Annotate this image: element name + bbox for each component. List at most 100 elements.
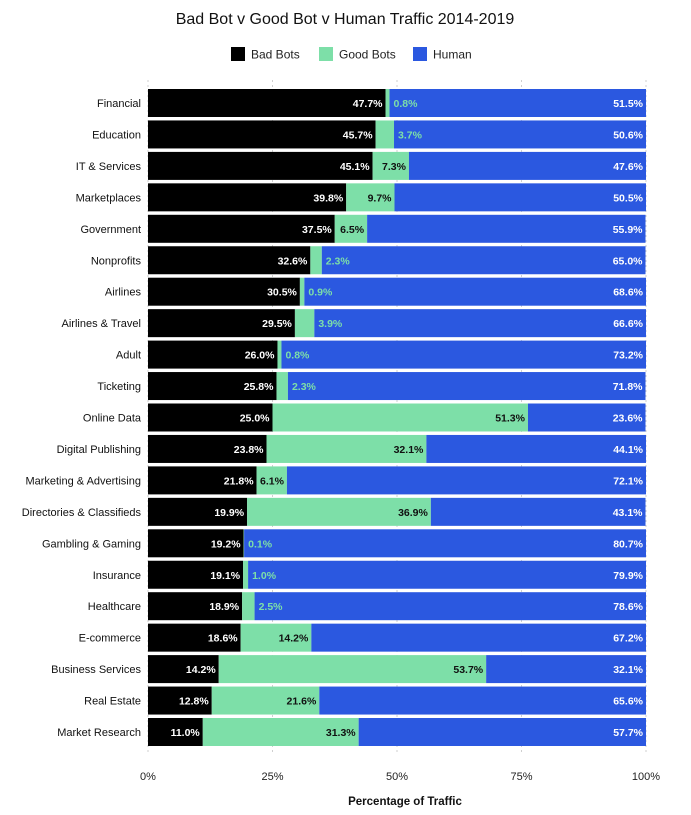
x-tick-label-1: 25% <box>261 771 283 783</box>
bar-8-2 <box>281 340 646 369</box>
x-tick-label-4: 100% <box>632 771 660 783</box>
category-label-5: Nonprofits <box>91 255 142 267</box>
category-label-12: Marketing & Advertising <box>25 475 141 487</box>
value-label-7-2: 66.6% <box>613 318 643 330</box>
bar-15-0 <box>148 560 244 589</box>
x-axis-ticks: 0% 25% 50% 75% 100% <box>140 771 660 783</box>
bar-8-1 <box>277 340 282 369</box>
bar-20-2 <box>358 718 646 746</box>
value-label-10-0: 25.0% <box>240 413 270 425</box>
bar-0-0 <box>148 89 386 117</box>
category-label-17: E-commerce <box>79 633 141 645</box>
value-label-1-2: 50.6% <box>613 129 643 141</box>
value-label-5-2: 65.0% <box>613 255 643 267</box>
bar-14-0 <box>148 529 244 558</box>
bar-6-2 <box>304 277 646 306</box>
bar-9-2 <box>287 372 646 401</box>
bar-9-1 <box>276 372 288 401</box>
value-label-19-1: 21.6% <box>287 696 317 708</box>
value-label-3-0: 39.8% <box>313 192 343 204</box>
value-label-2-2: 47.6% <box>613 161 643 173</box>
bar-11-0 <box>148 434 267 463</box>
bar-0-2 <box>389 89 646 117</box>
x-tick-label-2: 50% <box>386 771 408 783</box>
value-label-15-1: 1.0% <box>252 570 277 582</box>
value-label-8-1: 0.8% <box>285 350 310 362</box>
value-label-13-2: 43.1% <box>613 507 643 519</box>
bar-2-1 <box>372 151 409 180</box>
legend-swatch-1 <box>319 47 333 61</box>
category-label-8: Adult <box>116 350 141 362</box>
category-label-19: Real Estate <box>84 696 141 708</box>
bar-2-0 <box>148 151 373 180</box>
bar-20-0 <box>148 718 203 746</box>
value-label-9-2: 71.8% <box>613 381 643 393</box>
category-label-20: Market Research <box>57 727 141 739</box>
bar-3-1 <box>346 183 395 212</box>
bar-3-2 <box>394 183 646 212</box>
bar-11-2 <box>426 434 646 463</box>
bar-4-0 <box>148 214 335 243</box>
value-label-14-2: 80.7% <box>613 538 643 550</box>
bar-4-2 <box>367 214 646 243</box>
bar-16-2 <box>254 592 646 621</box>
value-label-9-0: 25.8% <box>244 381 274 393</box>
value-label-1-0: 45.7% <box>343 129 373 141</box>
category-label-7: Airlines & Travel <box>62 318 141 330</box>
bar-3-0 <box>148 183 347 212</box>
bars: 47.7% 0.8% 51.5% 45.7% 3.7% 50.6% 45.1% 7.3% 47.… <box>148 89 646 746</box>
category-label-1: Education <box>92 129 141 141</box>
value-label-20-1: 31.3% <box>326 727 356 739</box>
value-label-19-0: 12.8% <box>179 696 209 708</box>
legend-label-1: Good Bots <box>339 48 396 62</box>
category-label-10: Online Data <box>83 413 142 425</box>
bar-19-2 <box>319 686 646 715</box>
bar-9-0 <box>148 372 277 401</box>
value-label-20-2: 57.7% <box>613 727 643 739</box>
value-label-6-1: 0.9% <box>308 287 333 299</box>
value-label-19-2: 65.6% <box>613 696 643 708</box>
value-label-12-1: 6.1% <box>260 475 285 487</box>
category-label-11: Digital Publishing <box>57 444 141 456</box>
value-label-18-2: 32.1% <box>613 664 643 676</box>
x-axis-title: Percentage of Traffic <box>348 796 462 808</box>
category-label-16: Healthcare <box>88 601 141 613</box>
value-label-3-2: 50.5% <box>613 192 643 204</box>
value-label-14-0: 19.2% <box>211 538 241 550</box>
value-label-6-0: 30.5% <box>267 287 297 299</box>
value-label-0-0: 47.7% <box>353 98 383 110</box>
bar-17-0 <box>148 623 241 652</box>
category-label-0: Financial <box>97 98 141 110</box>
legend-label-0: Bad Bots <box>251 48 300 62</box>
value-label-10-1: 51.3% <box>495 413 525 425</box>
legend: Bad Bots Good Bots Human <box>231 47 472 62</box>
category-label-14: Gambling & Gaming <box>42 538 141 550</box>
bar-17-2 <box>311 623 646 652</box>
value-label-16-2: 78.6% <box>613 601 643 613</box>
bar-5-1 <box>310 246 322 275</box>
value-label-7-0: 29.5% <box>262 318 292 330</box>
value-label-5-1: 2.3% <box>326 255 351 267</box>
bar-6-1 <box>299 277 305 306</box>
category-label-15: Insurance <box>93 570 141 582</box>
bar-15-1 <box>243 560 249 589</box>
bar-10-2 <box>527 403 646 432</box>
category-labels: Financial Education IT & Services Marketpla… <box>22 98 142 739</box>
bar-18-0 <box>148 655 219 684</box>
bar-0-1 <box>385 89 390 117</box>
value-label-12-2: 72.1% <box>613 475 643 487</box>
legend-swatch-0 <box>231 47 245 61</box>
value-label-1-1: 3.7% <box>398 129 423 141</box>
bar-17-1 <box>240 623 312 652</box>
category-label-6: Airlines <box>105 287 142 299</box>
value-label-20-0: 11.0% <box>171 727 201 739</box>
category-label-2: IT & Services <box>76 161 142 173</box>
bar-13-1 <box>247 497 431 526</box>
bar-6-0 <box>148 277 300 306</box>
bar-16-1 <box>242 592 255 621</box>
bar-1-2 <box>394 120 646 149</box>
value-label-18-0: 14.2% <box>186 664 216 676</box>
value-label-11-1: 32.1% <box>394 444 424 456</box>
bar-5-0 <box>148 246 311 275</box>
